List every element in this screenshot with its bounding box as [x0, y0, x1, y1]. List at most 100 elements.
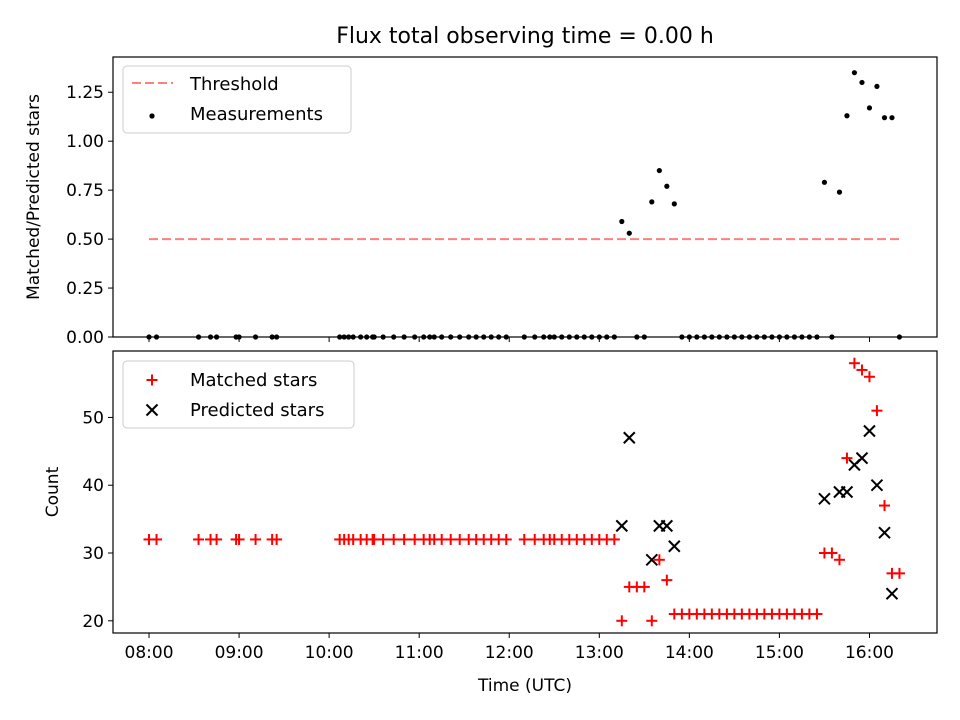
y-tick-label: 30 — [82, 544, 104, 564]
legend-matched-swatch — [146, 374, 158, 386]
measurement-point — [881, 115, 888, 121]
top-plot: 0.00 0.25 0.50 0.75 1.00 1.25 Matched/Predicte… — [24, 56, 938, 348]
measurement-point — [626, 230, 632, 236]
matched-star-point — [608, 533, 620, 545]
cross-b — [818, 492, 831, 505]
measurement-point — [649, 199, 655, 205]
legend-measurement-label: Measurements — [190, 104, 323, 125]
measurement-point — [859, 79, 865, 86]
predicted-star-point — [818, 492, 831, 505]
y-tick-label: 1.25 — [66, 83, 104, 103]
measurement-point — [851, 70, 858, 76]
legend-box — [122, 360, 355, 429]
matched-star-point — [826, 547, 838, 559]
x-axis-label: Time (UTC) — [477, 676, 572, 696]
legend-measurement-swatch — [149, 113, 155, 119]
predicted-star-point — [645, 553, 659, 566]
y-tick-label: 0.00 — [66, 328, 104, 348]
measurement-point — [874, 83, 880, 89]
cross-b — [878, 526, 891, 539]
matched-star-point — [841, 452, 853, 464]
predicted-star-point — [623, 431, 636, 444]
legend-top: Threshold Measurements — [122, 65, 352, 134]
x-tick-label: 09:00 — [215, 643, 264, 663]
y-tick-label: 0.25 — [66, 279, 104, 299]
matched-star-point — [250, 533, 262, 545]
matched-star-point — [871, 405, 883, 417]
matched-star-point — [856, 364, 868, 376]
measurement-point — [821, 179, 828, 185]
measurement-point — [671, 201, 677, 207]
measurement-point — [889, 115, 895, 121]
measurement-point — [844, 113, 850, 119]
cross-b — [885, 587, 899, 600]
matched-star-point — [646, 615, 658, 627]
y-tick-label: 1.00 — [66, 132, 104, 152]
plot-frame — [112, 350, 938, 634]
plot-frame — [112, 56, 938, 338]
measurement-point — [664, 183, 670, 189]
predicted-star-point — [863, 424, 876, 438]
cross-b — [623, 431, 636, 444]
measurement-point — [866, 105, 873, 111]
matched-star-point — [661, 574, 673, 586]
matched-star-point — [653, 554, 665, 566]
matched-star-point — [233, 533, 245, 545]
predicted-star-point — [615, 519, 629, 533]
bottom-plot: 20 30 40 50 08:00 09:00 10:00 11:00 12:00 13:00 14… — [43, 350, 938, 696]
predicted-star-point — [878, 526, 891, 539]
cross-b — [668, 540, 681, 553]
cross-b — [645, 553, 659, 566]
matched-star-point — [398, 533, 410, 545]
matched-star-point — [193, 533, 205, 545]
matched-star-point — [833, 554, 845, 566]
chart-title: Flux total observing time = 0.00 h — [336, 24, 714, 49]
x-tick-label: 10:00 — [305, 643, 354, 663]
legend-matched-label: Matched stars — [190, 370, 317, 391]
legend-predicted-label: Predicted stars — [190, 400, 324, 421]
predicted-star-point — [660, 519, 674, 533]
cross-b — [660, 519, 674, 533]
x-tick-label: 08:00 — [125, 643, 174, 663]
matched-star-point — [500, 533, 512, 545]
predicted-star-point — [870, 479, 884, 492]
matched-star-point — [878, 500, 890, 512]
predicted-star-point — [855, 451, 869, 465]
legend-box — [122, 65, 352, 134]
matched-star-point — [271, 533, 283, 545]
predicted-star-point — [840, 485, 854, 499]
matched-star-point — [863, 371, 875, 383]
cross-b — [145, 403, 159, 417]
y-tick-label: 50 — [82, 408, 104, 428]
matched-star-point — [388, 533, 400, 545]
measurement-point — [656, 167, 662, 174]
x-tick-label: 11:00 — [395, 643, 444, 663]
matched-star-point — [518, 533, 530, 545]
legend-threshold-label: Threshold — [189, 74, 279, 95]
legend-bottom: Matched stars Predicted stars — [122, 360, 355, 429]
x-tick-label: 16:00 — [845, 643, 894, 663]
x-tick-label: 12:00 — [485, 643, 534, 663]
matched-star-point — [811, 608, 823, 620]
matched-star-point — [616, 615, 628, 627]
cross-b — [615, 519, 629, 533]
measurement-point — [836, 189, 843, 195]
cross-b — [870, 479, 884, 492]
x-tick-label: 13:00 — [575, 643, 624, 663]
y-axis-label: Count — [43, 466, 63, 517]
matched-star-point — [377, 533, 389, 545]
predicted-star-point — [885, 587, 899, 600]
matched-star-point — [638, 581, 650, 593]
y-tick-label: 20 — [82, 612, 104, 632]
measurement-point — [619, 218, 625, 225]
matched-star-point — [211, 533, 223, 545]
x-tick-label: 15:00 — [755, 643, 804, 663]
y-axis-label: Matched/Predicted stars — [24, 94, 44, 300]
x-tick-label: 14:00 — [665, 643, 714, 663]
cross-b — [863, 424, 876, 438]
matched-star-point — [893, 567, 905, 579]
legend-predicted-swatch — [145, 403, 159, 417]
y-tick-label: 40 — [82, 476, 104, 496]
y-tick-label: 0.75 — [66, 181, 104, 201]
